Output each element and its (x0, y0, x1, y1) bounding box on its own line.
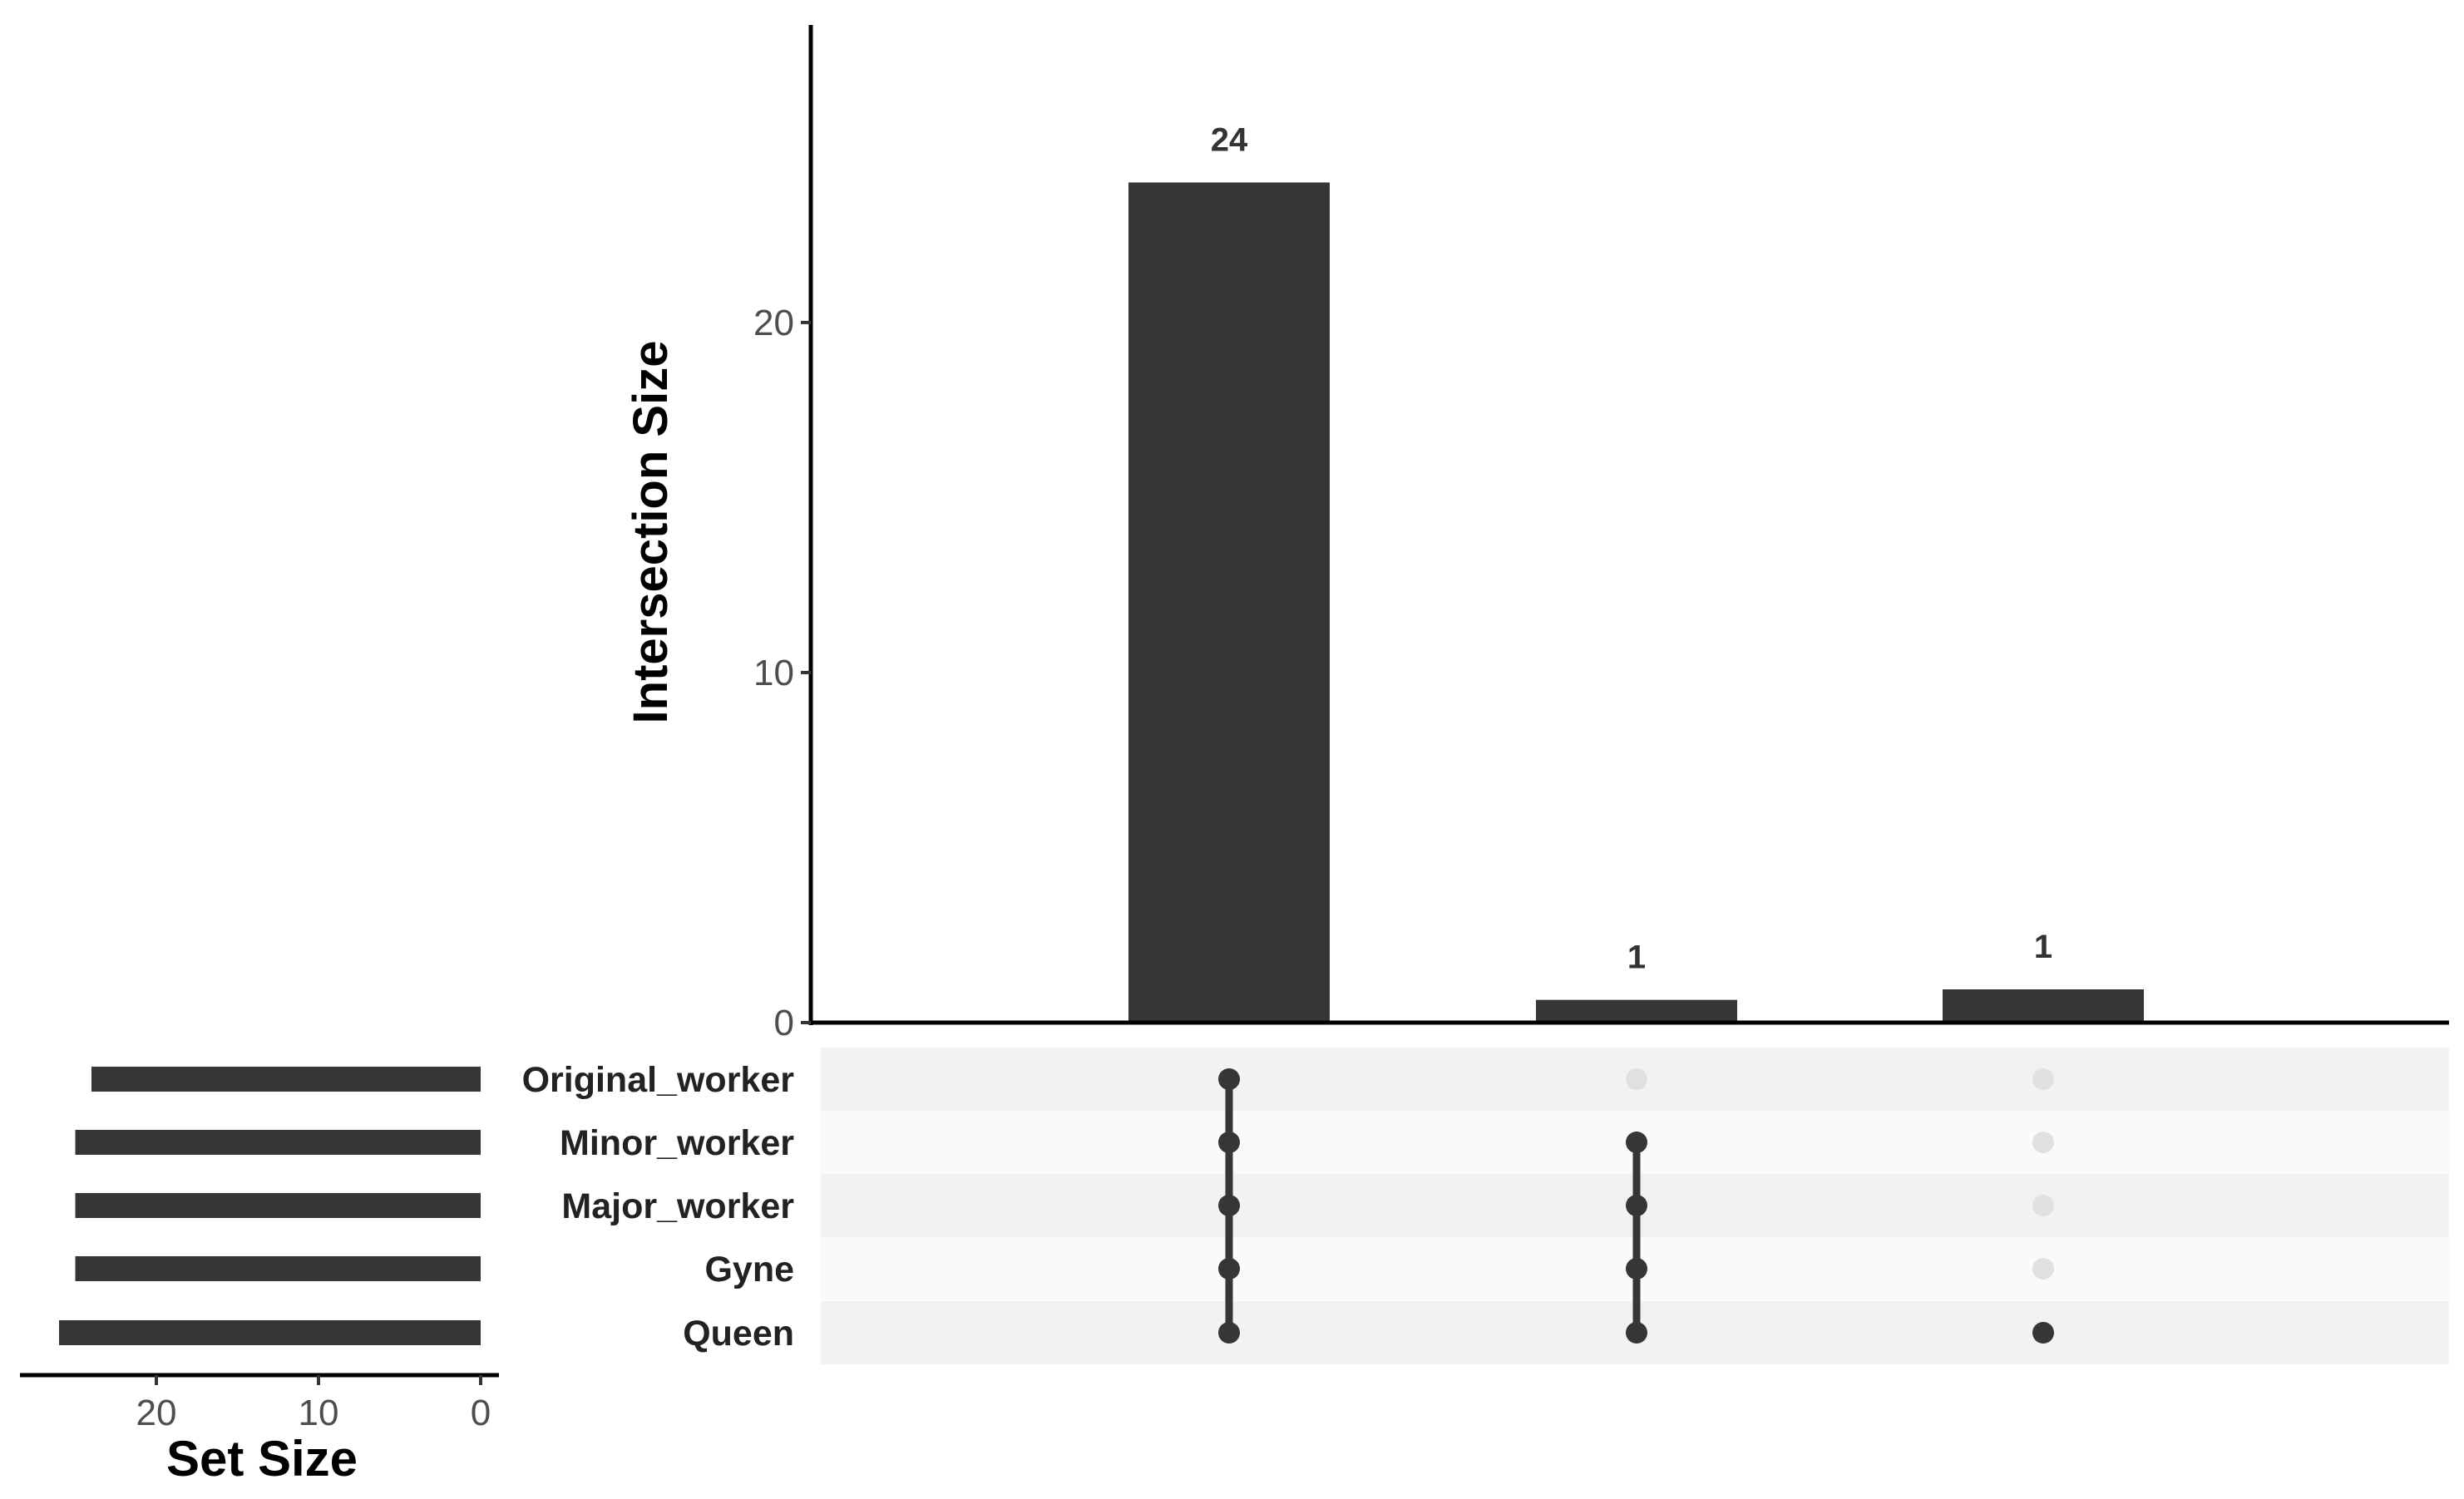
intersection-tick-label: 0 (774, 1003, 794, 1043)
intersection-y-axis-title: Intersection Size (624, 341, 678, 724)
intersection-bar-label: 24 (1211, 121, 1248, 158)
set-name-label: Queen (683, 1314, 794, 1354)
intersection-bar (1128, 182, 1330, 1023)
matrix-dot-inactive (2032, 1132, 2054, 1153)
set-name-label: Gyne (704, 1250, 794, 1289)
matrix-dot-inactive (2032, 1195, 2054, 1216)
matrix-dot-inactive (2032, 1068, 2054, 1090)
matrix-dot-inactive (2032, 1258, 2054, 1280)
matrix-dot-active (1626, 1258, 1647, 1280)
matrix-dot-active (1218, 1258, 1240, 1280)
set-size-tick-label: 10 (299, 1393, 339, 1433)
matrix-dot-active (2032, 1322, 2054, 1344)
intersection-tick-label: 10 (753, 653, 794, 693)
matrix-dot-active (1626, 1322, 1647, 1344)
intersection-bar (1943, 989, 2144, 1023)
set-size-tick-label: 20 (136, 1393, 177, 1433)
set-size-bar (59, 1320, 481, 1345)
set-name-label: Original_worker (522, 1060, 795, 1100)
matrix-dot-active (1218, 1322, 1240, 1344)
intersection-bar (1536, 999, 1737, 1023)
intersection-bar-label: 1 (1627, 939, 1646, 976)
matrix-dot-active (1218, 1132, 1240, 1153)
matrix-dot-inactive (1626, 1068, 1647, 1090)
set-size-axis-title: Set Size (166, 1431, 358, 1487)
set-size-bar (75, 1256, 481, 1281)
matrix-dot-active (1626, 1132, 1647, 1153)
set-size-bar (91, 1067, 481, 1092)
intersection-bar-label: 1 (2034, 929, 2052, 965)
intersection-tick-label: 20 (753, 303, 794, 343)
set-size-bar (75, 1130, 481, 1155)
set-name-label: Minor_worker (560, 1123, 794, 1163)
set-size-bar (75, 1193, 481, 1218)
set-name-label: Major_worker (561, 1186, 794, 1226)
matrix-dot-active (1626, 1195, 1647, 1216)
matrix-dot-active (1218, 1195, 1240, 1216)
set-size-tick-label: 0 (471, 1393, 491, 1433)
matrix-dot-active (1218, 1068, 1240, 1090)
